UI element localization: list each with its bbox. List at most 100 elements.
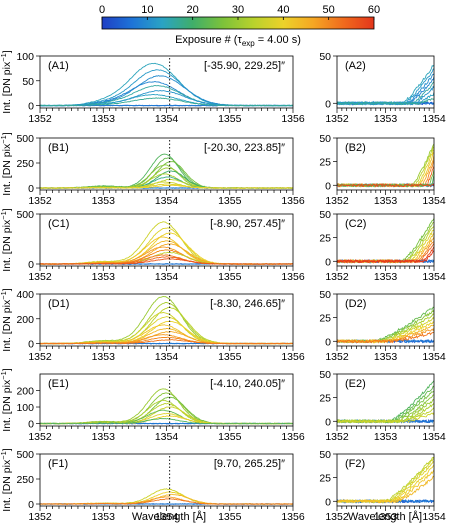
x-tick-label: 1355	[218, 195, 242, 207]
panel-label: (E2)	[345, 378, 366, 390]
y-tick-label: 200	[16, 314, 34, 326]
y-tick-label: 50	[319, 449, 331, 461]
spectrum-series	[40, 251, 293, 265]
x-ticks: 1352 1353 1354 1355 1356	[28, 426, 305, 443]
spectrum-series	[337, 250, 434, 264]
panel-f2: 1352 1353 1354 0 25 50 (F2)	[319, 449, 446, 523]
x-tick-label: 1353	[92, 511, 116, 523]
x-tick-label: 1354	[422, 351, 446, 363]
panel-coordinates: [-8.90, 257.45]″	[210, 218, 285, 230]
colorbar-tick-label: 40	[277, 4, 289, 16]
y-ticks: 0 25 50	[319, 449, 337, 508]
spectra-lines	[337, 218, 434, 264]
x-tick-label: 1356	[281, 351, 305, 363]
colorbar-tick-label: 60	[368, 4, 380, 16]
colorbar-tick-label: 0	[99, 4, 105, 16]
x-tick-label: 1352	[325, 351, 349, 363]
panel-label: (C1)	[48, 218, 69, 230]
x-tick-label: 1352	[325, 195, 349, 207]
y-ticks: 0 25 50	[319, 289, 337, 348]
y-tick-label: 0	[325, 98, 331, 110]
x-tick-label: 1352	[28, 271, 52, 283]
colorbar-tick-label: 30	[232, 4, 244, 16]
spectrum-series	[40, 173, 293, 189]
spectra-lines	[337, 143, 434, 188]
spectra-lines	[337, 64, 434, 106]
x-tick-label: 1355	[218, 511, 242, 523]
colorbar-tick-label: 50	[323, 4, 335, 16]
spectrum-series	[337, 313, 434, 344]
x-tick-label: 1353	[92, 351, 116, 363]
panel-coordinates: [-8.30, 246.65]″	[210, 298, 285, 310]
panel-label: (B2)	[345, 142, 366, 154]
spectra-lines	[337, 306, 434, 344]
y-axis-labels: Int. [DN pix−1] Int. [DN pix−1] Int. [DN p…	[0, 50, 13, 512]
y-axis-label: Int. [DN pix−1]	[0, 50, 13, 114]
y-tick-label: 500	[16, 209, 34, 221]
y-ticks: 0 250 500	[16, 449, 40, 511]
x-tick-label: 1356	[281, 271, 305, 283]
x-tick-label: 1354	[422, 113, 446, 125]
x-tick-label: 1355	[218, 113, 242, 125]
panel-label: (D1)	[48, 298, 69, 310]
y-ticks: 0 50	[319, 51, 337, 110]
panel-label: (C2)	[345, 218, 366, 230]
x-tick-label: 1354	[155, 351, 179, 363]
x-tick-label: 1355	[218, 351, 242, 363]
y-tick-label: 25	[319, 313, 331, 325]
y-tick-label: 50	[319, 289, 331, 301]
panel-label: (E1)	[48, 378, 69, 390]
spectrum-series	[40, 491, 293, 505]
spectrum-series	[40, 498, 293, 505]
y-tick-label: 500	[16, 449, 34, 461]
panel-coordinates: [-35.90, 229.25]″	[204, 60, 285, 72]
spectrum-series	[40, 90, 293, 107]
x-tick-label: 1354	[422, 195, 446, 207]
panel-f1: 1352 1353 1354 1355 1356 0 250 500 (F1) [9.70, 26…	[16, 449, 304, 523]
y-axis-label: Int. [DN pix−1]	[0, 368, 13, 432]
panel-label: (A2)	[345, 60, 366, 72]
panel-coordinates: [-20.30, 223.85]″	[204, 142, 285, 154]
spectrum-series	[40, 327, 293, 345]
spectrum-series	[40, 243, 293, 265]
colorbar-tick-label: 20	[187, 4, 199, 16]
x-tick-label: 1356	[281, 195, 305, 207]
spectra-lines	[337, 380, 434, 424]
spectrum-series	[337, 98, 434, 106]
x-tick-label: 1353	[374, 351, 398, 363]
y-tick-label: 0	[325, 180, 331, 192]
spectrum-series	[337, 151, 434, 188]
y-tick-label: 50	[319, 51, 331, 63]
panel-label: (F1)	[48, 458, 68, 470]
x-ticks: 1352 1353 1354 1355 1356	[28, 190, 305, 207]
x-tick-label: 1354	[155, 271, 179, 283]
x-tick-label: 1353	[374, 511, 398, 523]
x-tick-label: 1352	[325, 113, 349, 125]
y-tick-label: 50	[22, 76, 34, 88]
x-tick-label: 1353	[92, 271, 116, 283]
spectrum-series	[40, 258, 293, 265]
spectrum-series	[40, 85, 293, 107]
x-tick-label: 1355	[218, 431, 242, 443]
x-tick-label: 1356	[281, 113, 305, 125]
x-tick-label: 1354	[155, 511, 179, 523]
spectrum-series	[337, 475, 434, 504]
spectrum-series	[337, 182, 434, 188]
y-tick-label: 25	[319, 473, 331, 485]
x-tick-label: 1353	[374, 431, 398, 443]
spectrum-series	[337, 412, 434, 424]
spectrum-series	[337, 149, 434, 188]
spectra-lines	[40, 153, 293, 189]
y-axis-label: Int. [DN pix−1]	[0, 448, 13, 512]
x-tick-label: 1356	[281, 431, 305, 443]
y-tick-label: 25	[319, 393, 331, 405]
x-tick-label: 1352	[28, 351, 52, 363]
spectrum-series	[40, 97, 293, 107]
x-tick-label: 1354	[155, 431, 179, 443]
x-tick-label: 1352	[28, 431, 52, 443]
x-tick-label: 1353	[92, 431, 116, 443]
x-ticks: 1352 1353 1354	[325, 190, 446, 207]
x-tick-label: 1353	[92, 113, 116, 125]
panel-label: (B1)	[48, 142, 69, 154]
spectrum-series	[40, 153, 293, 189]
